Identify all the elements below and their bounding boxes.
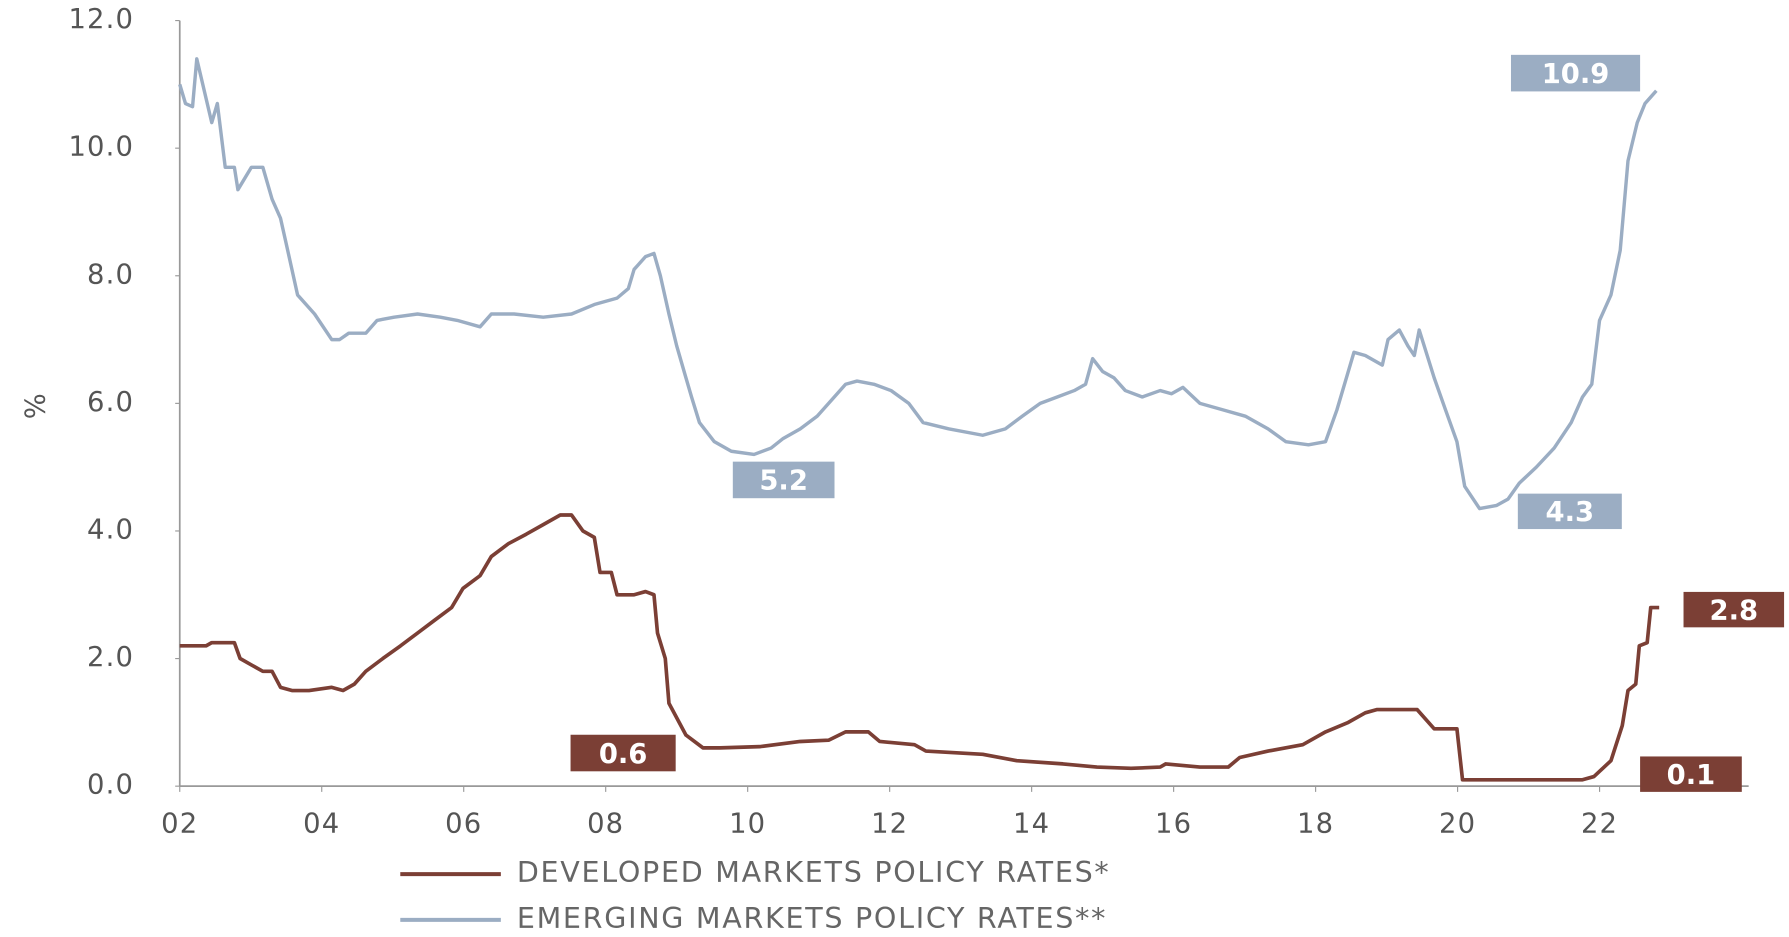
y-tick-label: 2.0 — [87, 642, 134, 673]
x-tick-label: 20 — [1439, 809, 1476, 840]
annotation-box — [1510, 54, 1641, 92]
y-axis-label: % — [20, 392, 51, 419]
y-tick-label: 4.0 — [87, 514, 134, 545]
legend-label: EMERGING MARKETS POLICY RATES** — [517, 901, 1107, 935]
x-tick-label: 12 — [871, 809, 908, 840]
x-tick-label: 02 — [161, 809, 198, 840]
annotation-label: 2.8 — [1710, 595, 1759, 626]
annotation-label: 0.1 — [1667, 760, 1716, 791]
y-tick-label: 8.0 — [87, 259, 134, 290]
annotation-label: 4.3 — [1546, 497, 1595, 528]
annotation-box — [732, 461, 835, 499]
x-tick-label: 04 — [303, 809, 340, 840]
x-tick-label: 06 — [445, 809, 482, 840]
x-tick-label: 18 — [1297, 809, 1334, 840]
annotation-label: 10.9 — [1542, 59, 1610, 90]
annotation-box — [1683, 591, 1785, 628]
x-tick-label: 14 — [1013, 809, 1050, 840]
x-tick-label: 08 — [587, 809, 624, 840]
series-line — [178, 57, 1658, 511]
legend-label: DEVELOPED MARKETS POLICY RATES* — [517, 855, 1111, 889]
y-tick-label: 6.0 — [87, 387, 134, 418]
annotation-box — [1640, 756, 1742, 792]
x-tick-label: 10 — [729, 809, 766, 840]
y-tick-label: 12.0 — [68, 4, 134, 35]
series-line — [179, 513, 1660, 782]
annotation-box — [570, 734, 676, 772]
annotation-label: 5.2 — [759, 466, 808, 497]
x-tick-label: 16 — [1155, 809, 1192, 840]
x-tick-label: 22 — [1581, 809, 1618, 840]
annotation-box — [1517, 493, 1622, 530]
y-tick-label: 0.0 — [87, 770, 134, 801]
y-tick-label: 10.0 — [68, 132, 134, 163]
annotation-label: 0.6 — [599, 739, 648, 770]
